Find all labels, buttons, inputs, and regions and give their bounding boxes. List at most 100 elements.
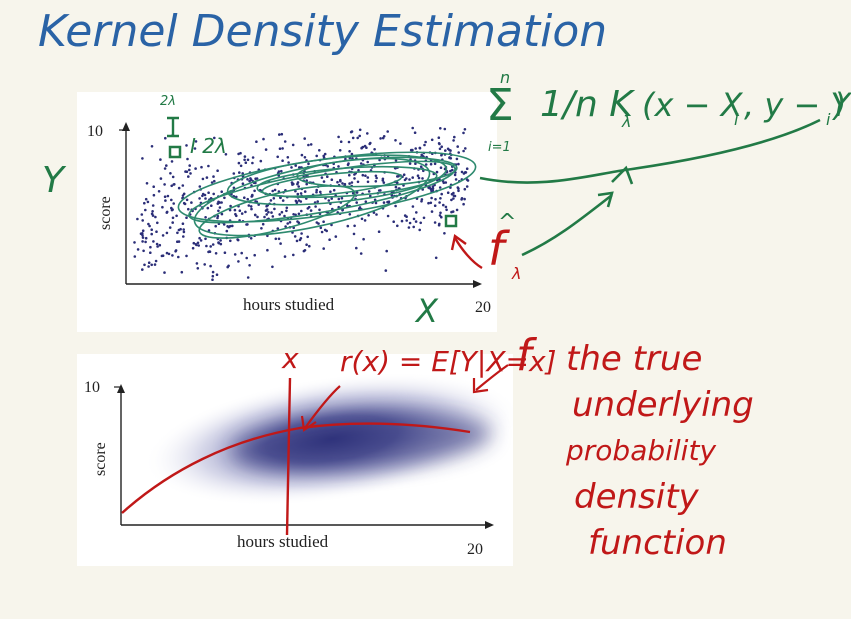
scatter-point: [294, 199, 298, 203]
regression-curve: [121, 422, 471, 514]
scatter-point: [253, 253, 256, 257]
scatter-point: [305, 243, 308, 246]
scatter-point: [143, 201, 146, 205]
scatter-point: [276, 227, 280, 230]
scatter-point: [223, 251, 227, 254]
scatter-point: [264, 148, 268, 151]
scatter-point: [450, 192, 454, 196]
x-tick-label: 20: [475, 299, 491, 316]
scatter-point: [270, 211, 273, 214]
scatter-point: [237, 152, 240, 156]
scatter-point: [285, 209, 288, 213]
scatter-point: [182, 235, 185, 238]
scatter-point: [465, 167, 469, 170]
scatter-point: [256, 215, 259, 219]
scatter-point: [434, 256, 438, 260]
scatter-point: [164, 199, 167, 202]
scatter-point: [355, 246, 358, 250]
scatter-point: [366, 160, 370, 164]
scatter-point: [157, 190, 161, 193]
scatter-point: [424, 163, 428, 166]
scatter-point: [429, 201, 433, 205]
scatter-point: [141, 236, 145, 239]
scatter-point: [450, 210, 453, 214]
scatter-point: [211, 278, 214, 281]
scatter-point: [336, 180, 339, 184]
scatter-point: [151, 204, 155, 207]
scatter-point: [199, 239, 203, 242]
scatter-point: [254, 200, 257, 203]
scatter-point: [152, 193, 156, 197]
scatter-point: [344, 157, 347, 161]
scatter-point: [216, 169, 219, 172]
scatter-point: [217, 209, 220, 213]
scatter-point: [412, 225, 416, 229]
scatter-point: [288, 221, 292, 224]
y-variable-label: Y: [42, 160, 64, 201]
scatter-point: [292, 182, 295, 186]
scatter-point: [163, 195, 167, 198]
scatter-point: [433, 162, 437, 166]
scatter-point: [236, 238, 239, 241]
scatter-point: [417, 176, 421, 180]
scatter-point: [315, 190, 318, 194]
scatter-point: [415, 211, 418, 214]
scatter-point: [360, 217, 364, 221]
scatter-point: [466, 179, 470, 182]
scatter-point: [296, 220, 299, 223]
scatter-point: [165, 164, 168, 167]
scatter-point: [452, 194, 456, 197]
scatter-point: [334, 235, 338, 238]
scatter-point: [420, 153, 424, 157]
f-arrow: [475, 364, 509, 391]
scatter-point: [177, 186, 181, 190]
x-vertical-line: [285, 377, 292, 536]
scatter-point: [337, 197, 341, 201]
scatter-point: [271, 189, 274, 193]
scatter-point: [434, 198, 437, 201]
scatter-point: [207, 191, 210, 194]
formula-args-subscript: i: [734, 110, 739, 129]
scatter-point: [356, 136, 360, 140]
scatter-point: [152, 185, 155, 188]
kernel-ellipse: [256, 165, 438, 199]
scatter-point: [279, 242, 282, 245]
scatter-point: [279, 196, 282, 200]
scatter-point: [296, 192, 300, 196]
kernel-ellipse: [261, 170, 403, 198]
scatter-point: [183, 202, 187, 206]
scatter-point: [385, 249, 389, 253]
scatter-point: [437, 142, 441, 145]
scatter-point: [213, 136, 216, 140]
scatter-point: [286, 156, 290, 159]
scatter-point: [300, 209, 303, 213]
scatter-point: [411, 148, 414, 152]
scatter-point: [182, 228, 185, 231]
scatter-point: [206, 206, 210, 210]
kernel-ellipse: [198, 185, 356, 239]
density-description: the true underlying probability density …: [560, 336, 754, 566]
scatter-point: [456, 186, 460, 189]
scatter-point: [248, 179, 251, 183]
scatter-point: [439, 166, 443, 169]
scatter-point: [287, 161, 290, 164]
scatter-point: [352, 232, 356, 236]
regression-label: r(x) = E[Y|X=x]: [340, 345, 557, 378]
scatter-point: [246, 197, 249, 201]
scatter-point: [303, 156, 307, 159]
scatter-point: [249, 205, 253, 208]
scatter-point: [188, 164, 191, 167]
scatter-point: [297, 185, 300, 188]
scatter-point: [382, 201, 386, 204]
scatter-point: [347, 140, 351, 144]
scatter-point: [220, 212, 224, 216]
f-hat-label: f: [488, 222, 505, 276]
scatter-point: [243, 158, 246, 162]
scatter-point: [338, 149, 342, 152]
scatter-point: [319, 190, 322, 194]
scatter-point: [214, 252, 218, 255]
x-axis-label: hours studied: [237, 532, 329, 551]
scatter-point: [300, 153, 304, 157]
scatter-point: [229, 239, 232, 243]
scatter-point: [211, 270, 215, 274]
